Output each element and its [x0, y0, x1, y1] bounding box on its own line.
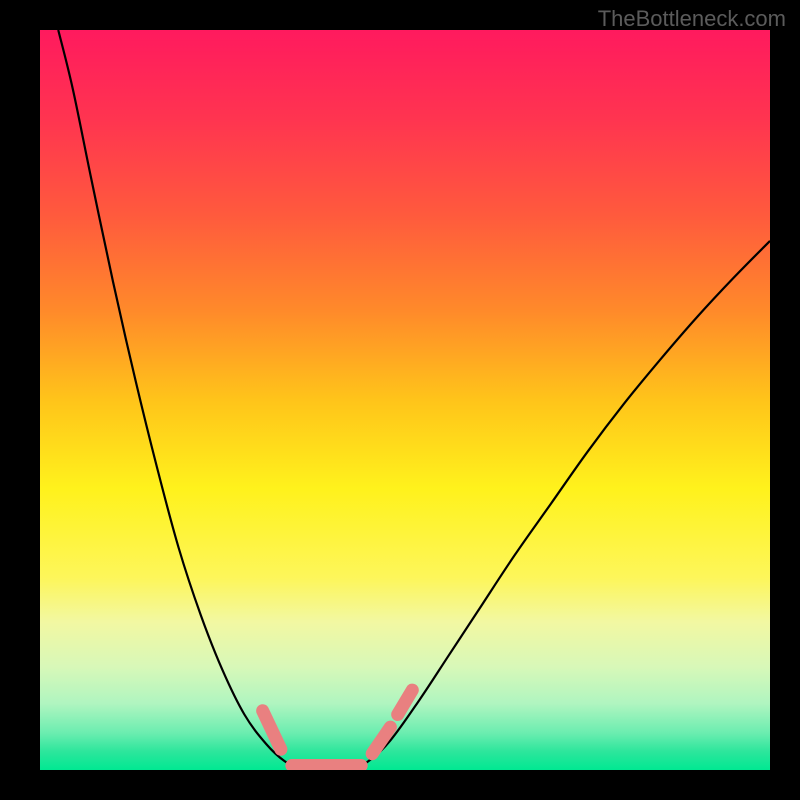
chart-svg: [40, 30, 770, 770]
watermark-text: TheBottleneck.com: [598, 6, 786, 32]
chart-plot-area: [40, 30, 770, 770]
chart-background: [40, 30, 770, 770]
